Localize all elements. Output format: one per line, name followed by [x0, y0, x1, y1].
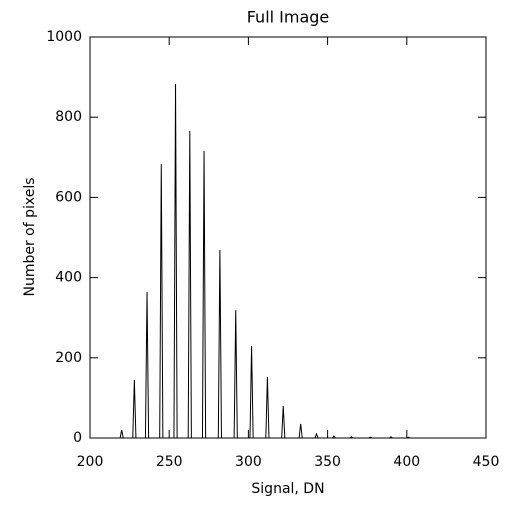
x-tick-label: 350 [314, 454, 341, 470]
y-tick-label: 0 [73, 430, 82, 446]
y-tick-label: 200 [55, 350, 82, 366]
y-tick-label: 400 [55, 270, 82, 286]
x-tick-label: 200 [77, 454, 104, 470]
y-tick-label: 1000 [46, 29, 82, 45]
x-tick-label: 250 [156, 454, 183, 470]
x-tick-label: 300 [235, 454, 262, 470]
y-axis-label: Number of pixels [22, 177, 38, 296]
plot-frame [89, 36, 487, 439]
y-tick-label: 600 [55, 189, 82, 205]
x-tick-label: 400 [393, 454, 420, 470]
y-tick-label: 800 [55, 109, 82, 125]
x-tick-label: 450 [473, 454, 500, 470]
data-line [105, 83, 471, 439]
x-axis-label: Signal, DN [251, 481, 324, 497]
chart-title: Full Image [247, 8, 330, 27]
